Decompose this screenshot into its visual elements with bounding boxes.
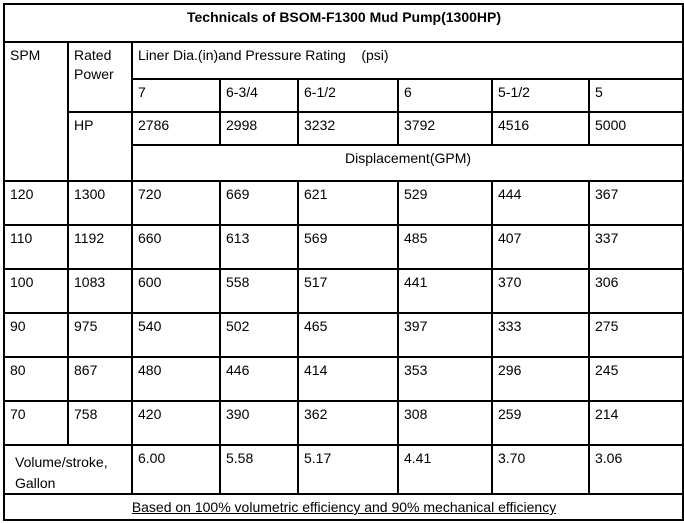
volume-stroke-row: Volume/stroke, Gallon 6.00 5.58 5.17 4.4… [3, 444, 684, 495]
spm-header-cell: SPM [3, 41, 69, 182]
gpm-cell: 480 [131, 356, 221, 402]
liner-size-cell: 5 [587, 78, 684, 113]
hp-cell: 758 [67, 400, 133, 446]
pressure-rating-cell: 3792 [397, 111, 493, 146]
liner-pressure-header-cell: Liner Dia.(in)and Pressure Rating (psi) [130, 41, 684, 80]
volume-value-cell: 4.41 [397, 444, 493, 495]
gpm-cell: 407 [491, 224, 590, 270]
gpm-cell: 669 [219, 180, 299, 226]
volume-stroke-label: Volume/stroke, Gallon [15, 454, 108, 491]
gpm-cell: 362 [297, 400, 399, 446]
gpm-cell: 517 [297, 268, 399, 314]
gpm-cell: 660 [131, 224, 221, 270]
pressure-rating-cell: 2998 [219, 111, 299, 146]
table-row: 90 975 540 502 465 397 333 275 [3, 312, 684, 358]
rated-power-header-cell: Rated Power [67, 41, 133, 113]
gpm-cell: 306 [587, 268, 684, 314]
gpm-cell: 446 [219, 356, 299, 402]
gpm-cell: 414 [297, 356, 399, 402]
footer-note-cell: Based on 100% volumetric efficiency and … [2, 493, 684, 521]
gpm-cell: 337 [587, 224, 684, 270]
gpm-cell: 275 [587, 312, 684, 358]
title-row: Technicals of BSOM-F1300 Mud Pump(1300HP… [2, 3, 684, 43]
volume-value-cell: 3.06 [587, 444, 684, 495]
hp-cell: 867 [67, 356, 133, 402]
gpm-cell: 259 [491, 400, 590, 446]
displacement-header-cell: Displacement(GPM) [130, 144, 684, 182]
spm-cell: 100 [3, 268, 69, 314]
table-row: 110 1192 660 613 569 485 407 337 [3, 224, 684, 270]
gpm-cell: 214 [587, 400, 684, 446]
hp-header-cell: HP [67, 111, 133, 182]
gpm-cell: 558 [219, 268, 299, 314]
table-row: 70 758 420 390 362 308 259 214 [3, 400, 684, 446]
gpm-cell: 296 [491, 356, 590, 402]
gpm-cell: 540 [131, 312, 221, 358]
gpm-cell: 720 [131, 180, 221, 226]
gpm-cell: 621 [297, 180, 399, 226]
volume-stroke-label-cell: Volume/stroke, Gallon [3, 444, 133, 495]
table-row: 120 1300 720 669 621 529 444 367 [3, 180, 684, 226]
gpm-cell: 367 [587, 180, 684, 226]
pressure-rating-cell: 2786 [131, 111, 221, 146]
gpm-cell: 441 [397, 268, 493, 314]
gpm-cell: 569 [297, 224, 399, 270]
table-row: 100 1083 600 558 517 441 370 306 [3, 268, 684, 314]
volume-value-cell: 5.58 [219, 444, 299, 495]
volume-value-cell: 5.17 [297, 444, 399, 495]
header-row-liner: SPM Rated Power Liner Dia.(in)and Pressu… [3, 41, 684, 182]
gpm-cell: 613 [219, 224, 299, 270]
footer-row: Based on 100% volumetric efficiency and … [2, 493, 684, 521]
spm-cell: 80 [3, 356, 69, 402]
pressure-rating-cell: 4516 [491, 111, 590, 146]
gpm-cell: 370 [491, 268, 590, 314]
gpm-cell: 502 [219, 312, 299, 358]
gpm-cell: 308 [397, 400, 493, 446]
footer-note: Based on 100% volumetric efficiency and … [131, 499, 557, 515]
mud-pump-technicals-table: Technicals of BSOM-F1300 Mud Pump(1300HP… [2, 3, 684, 521]
spm-cell: 70 [3, 400, 69, 446]
gpm-cell: 465 [297, 312, 399, 358]
header-row-displacement: Displacement(GPM) [4, 144, 684, 182]
spm-cell: 90 [3, 312, 69, 358]
liner-size-cell: 6-3/4 [219, 78, 299, 113]
gpm-cell: 485 [397, 224, 493, 270]
table-title: Technicals of BSOM-F1300 Mud Pump(1300HP… [2, 3, 684, 43]
hp-cell: 1083 [67, 268, 133, 314]
gpm-cell: 353 [397, 356, 493, 402]
hp-cell: 975 [67, 312, 133, 358]
gpm-cell: 245 [587, 356, 684, 402]
gpm-cell: 390 [219, 400, 299, 446]
volume-value-cell: 6.00 [131, 444, 221, 495]
pressure-rating-cell: 3232 [297, 111, 399, 146]
gpm-cell: 444 [491, 180, 590, 226]
hp-cell: 1300 [67, 180, 133, 226]
header-row-sizes: 7 6-3/4 6-1/2 6 5-1/2 5 [4, 78, 684, 113]
gpm-cell: 397 [397, 312, 493, 358]
gpm-cell: 600 [131, 268, 221, 314]
liner-size-cell: 6 [397, 78, 493, 113]
liner-size-cell: 5-1/2 [491, 78, 590, 113]
liner-size-cell: 7 [131, 78, 221, 113]
spm-cell: 110 [3, 224, 69, 270]
gpm-cell: 333 [491, 312, 590, 358]
table-row: 80 867 480 446 414 353 296 245 [3, 356, 684, 402]
gpm-cell: 529 [397, 180, 493, 226]
header-row-pressures: HP 2786 2998 3232 3792 4516 5000 [4, 111, 684, 182]
spm-cell: 120 [3, 180, 69, 226]
pressure-rating-cell: 5000 [587, 111, 684, 146]
gpm-cell: 420 [131, 400, 221, 446]
hp-cell: 1192 [67, 224, 133, 270]
liner-size-cell: 6-1/2 [297, 78, 399, 113]
volume-value-cell: 3.70 [491, 444, 590, 495]
